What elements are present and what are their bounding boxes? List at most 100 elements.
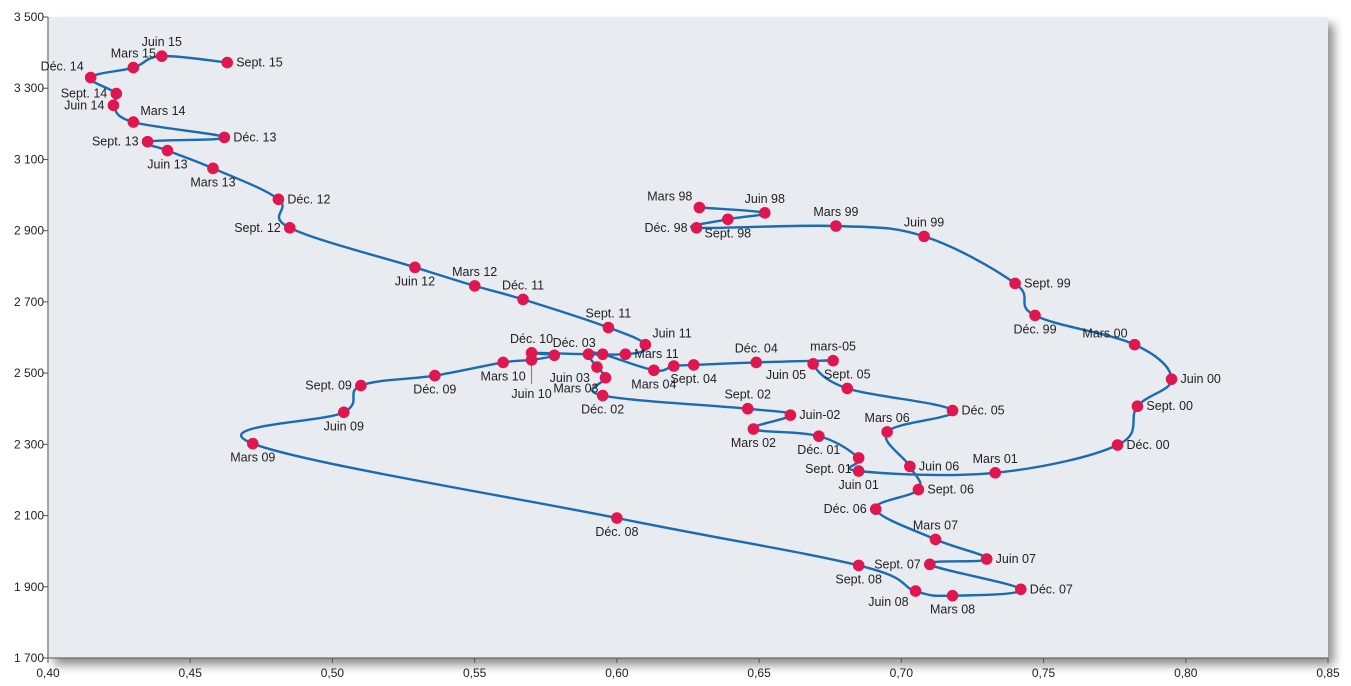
point-dec-04 — [750, 356, 763, 369]
x-tick-label: 0,80 — [1174, 666, 1198, 680]
y-tick-label: 2 700 — [14, 295, 44, 309]
label-mars-05: mars-05 — [810, 340, 856, 354]
point-mars-04 — [648, 364, 660, 377]
point-juin-09 — [338, 406, 350, 419]
point-juin-15 — [155, 50, 168, 62]
point-dec-00 — [1111, 439, 1124, 451]
point-mars-06 — [881, 426, 893, 438]
point-mars-15 — [127, 61, 140, 74]
label-dec-08: Déc. 08 — [595, 525, 638, 539]
point-dec-99 — [1029, 309, 1041, 322]
point-juin-98 — [759, 207, 771, 219]
label-juin-14: Juin 14 — [64, 98, 104, 112]
label-mars-15: Mars 15 — [111, 47, 156, 61]
point-dec-07 — [1015, 583, 1027, 596]
x-tick-label: 0,50 — [321, 666, 345, 680]
point-sept-13 — [141, 135, 154, 148]
data-labels: Mars 98 Juin 98 Sept. 98 Déc. 98 Mars 99 Juin… — [41, 35, 1221, 617]
label-juin-15: Juin 15 — [142, 35, 182, 49]
label-sept-04: Sept. 04 — [670, 372, 717, 386]
point-mars-07 — [929, 533, 942, 546]
point-dec-13 — [218, 131, 231, 144]
point-dec-08 — [611, 512, 623, 524]
point-mars-12 — [468, 280, 481, 292]
point-dec-14 — [84, 71, 97, 84]
label-mars-13: Mars 13 — [190, 175, 235, 189]
label-juin-09: Juin 09 — [324, 419, 364, 433]
y-tick-label: 2 900 — [14, 224, 44, 238]
y-tick-label: 2 500 — [14, 366, 44, 380]
label-dec-02: Déc. 02 — [581, 403, 624, 417]
point-sept-07 — [923, 558, 936, 571]
point-sept-10 — [548, 349, 561, 362]
label-sept-14: Sept. 14 — [61, 87, 108, 101]
point-mars-99 — [830, 220, 842, 232]
point-sept-99 — [1009, 277, 1021, 290]
label-mars-00: Mars 00 — [1082, 327, 1127, 341]
x-tick-label: 0,40 — [36, 666, 60, 680]
x-tick-label: 0,55 — [463, 666, 487, 680]
point-juin-02 — [784, 409, 797, 421]
y-tick-label: 3 500 — [14, 10, 44, 24]
point-sept-11 — [602, 321, 615, 334]
point-mars-03 — [599, 371, 612, 384]
label-juin-10: Juin 10 — [511, 387, 551, 401]
label-sept-13: Sept. 13 — [92, 135, 139, 149]
label-juin-12: Juin 12 — [395, 274, 435, 288]
label-mars-14: Mars 14 — [140, 104, 185, 118]
label-mars-02: Mars 02 — [731, 436, 776, 450]
point-juin-13 — [161, 144, 174, 157]
label-dec-04: Déc. 04 — [735, 341, 778, 355]
label-mars-01: Mars 01 — [973, 452, 1018, 466]
point-juin-07 — [980, 553, 993, 565]
point-mars-14 — [127, 116, 140, 128]
label-sept-02: Sept. 02 — [724, 388, 771, 402]
point-sept-04 — [687, 359, 700, 371]
point-juin-00 — [1165, 373, 1178, 385]
label-sept-98: Sept. 98 — [705, 226, 752, 240]
x-tick-label: 0,70 — [890, 666, 914, 680]
label-juin-07: Juin 07 — [996, 552, 1036, 566]
point-sept-12 — [283, 222, 296, 234]
point-sept-09 — [355, 379, 367, 392]
point-dec-11 — [517, 293, 529, 306]
label-mars-06: Mars 06 — [865, 411, 910, 425]
label-juin-13: Juin 13 — [147, 158, 187, 172]
x-tick-label: 0,65 — [747, 666, 771, 680]
label-juin-98: Juin 98 — [745, 192, 785, 206]
y-tick-label: 3 100 — [14, 152, 44, 166]
label-dec-01: Déc. 01 — [797, 443, 840, 457]
y-tick-label: 1 900 — [14, 580, 44, 594]
point-sept-02 — [741, 402, 754, 415]
point-mars-13 — [207, 162, 219, 175]
point-sept-05 — [841, 382, 854, 395]
label-juin-11: Juin 11 — [652, 327, 691, 341]
point-juin-14 — [107, 99, 120, 112]
label-sept-01: Sept. 01 — [805, 462, 852, 476]
point-mars-11 — [619, 348, 632, 361]
x-tick-label: 0,60 — [605, 666, 629, 680]
label-juin-01: Juin 01 — [839, 478, 879, 492]
point-sept-98 — [722, 213, 734, 226]
label-mars-08: Mars 08 — [930, 603, 975, 617]
label-mars-10: Mars 10 — [481, 369, 526, 383]
point-dec-09 — [429, 369, 441, 382]
x-tick-label: 0,75 — [1032, 666, 1056, 680]
data-markers — [84, 50, 1178, 602]
x-tick-label: 0,85 — [1316, 666, 1340, 680]
axes: 0,40 0,45 0,50 0,55 0,60 0,65 0,70 0,75 0,80 0,85… — [14, 10, 1340, 680]
point-juin-03 — [591, 361, 603, 373]
label-dec-09: Déc. 09 — [413, 383, 456, 397]
point-sept-01 — [852, 452, 865, 464]
point-mars-02 — [747, 423, 760, 435]
y-tick-label: 3 300 — [14, 81, 44, 95]
point-dec-06 — [869, 503, 882, 515]
point-sept-00 — [1131, 400, 1144, 413]
label-sept-00: Sept. 00 — [1146, 399, 1193, 413]
point-mars-00 — [1128, 338, 1141, 351]
point-juin-12 — [409, 261, 421, 274]
point-juin-01 — [852, 465, 865, 477]
label-dec-10: Déc. 10 — [510, 332, 553, 346]
